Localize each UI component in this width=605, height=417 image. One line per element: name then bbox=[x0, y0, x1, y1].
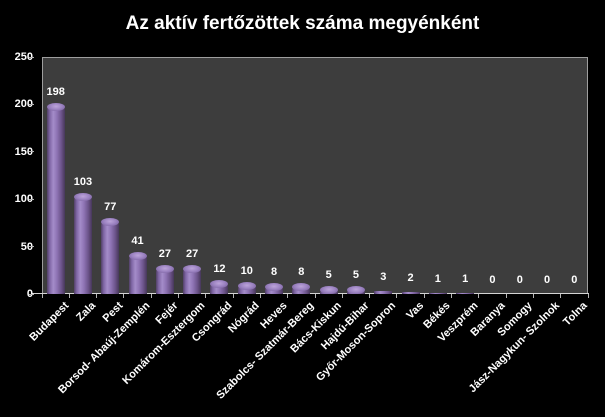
y-axis-label: 250 bbox=[14, 51, 33, 63]
bar-value-label: 10 bbox=[240, 265, 253, 277]
bar bbox=[346, 286, 365, 294]
bar bbox=[183, 265, 202, 294]
bar-value-label: 27 bbox=[158, 248, 171, 260]
bar-value-label: 3 bbox=[380, 271, 387, 283]
y-axis-label: 150 bbox=[14, 145, 33, 158]
bar bbox=[128, 252, 147, 294]
x-axis-label: Zala bbox=[74, 299, 99, 324]
x-axis-tick bbox=[423, 294, 425, 298]
y-axis-tick bbox=[29, 198, 34, 200]
bar bbox=[401, 292, 420, 294]
bar-value-label: 8 bbox=[298, 266, 305, 278]
bar-value-label: 5 bbox=[325, 269, 332, 281]
x-axis-tick bbox=[314, 294, 316, 298]
y-axis-label: 200 bbox=[14, 98, 33, 111]
x-axis-tick bbox=[505, 294, 507, 298]
bar-value-label: 77 bbox=[104, 201, 117, 213]
x-axis-tick bbox=[532, 294, 534, 298]
chart-title: Az aktív fertőzöttek száma megyénként bbox=[125, 13, 480, 34]
x-axis-tick bbox=[478, 294, 480, 298]
y-axis-tick bbox=[29, 56, 34, 58]
x-axis-tick bbox=[150, 294, 152, 298]
x-axis-label: Budapest bbox=[26, 299, 71, 344]
bar bbox=[319, 286, 338, 294]
bar bbox=[237, 282, 256, 294]
bar-value-label: 0 bbox=[516, 274, 523, 286]
bar bbox=[155, 265, 174, 294]
bar bbox=[428, 293, 447, 294]
bar bbox=[73, 193, 92, 294]
bar bbox=[292, 283, 311, 294]
bar-value-label: 1 bbox=[462, 273, 469, 285]
bar bbox=[374, 291, 393, 294]
bar-value-label: 2 bbox=[407, 272, 414, 284]
x-axis-tick bbox=[560, 294, 562, 298]
y-axis-tick bbox=[29, 293, 34, 295]
x-axis-tick bbox=[396, 294, 398, 298]
bar bbox=[101, 218, 120, 294]
y-axis-label: 50 bbox=[20, 240, 33, 253]
bar bbox=[210, 280, 229, 294]
bar-value-label: 27 bbox=[186, 248, 199, 260]
bar bbox=[46, 103, 65, 294]
x-axis-tick bbox=[341, 294, 343, 298]
bar bbox=[265, 283, 284, 294]
x-axis-tick bbox=[232, 294, 234, 298]
bar-value-label: 0 bbox=[571, 274, 578, 286]
x-axis-tick bbox=[123, 294, 125, 298]
bar-value-label: 0 bbox=[489, 274, 496, 286]
x-axis-tick bbox=[587, 294, 589, 298]
x-axis-tick bbox=[68, 294, 70, 298]
bar-value-label: 0 bbox=[543, 274, 551, 286]
bar-value-label: 5 bbox=[352, 269, 359, 281]
bar-value-label: 198 bbox=[46, 86, 65, 98]
y-axis-tick bbox=[29, 246, 34, 248]
bar-value-label: 8 bbox=[270, 266, 278, 278]
x-axis-tick bbox=[259, 294, 261, 298]
bar-value-label: 12 bbox=[213, 263, 226, 275]
bar bbox=[456, 293, 475, 294]
bar-value-label: 1 bbox=[434, 273, 441, 285]
plot-area bbox=[42, 57, 588, 294]
x-axis-tick bbox=[287, 294, 289, 298]
x-axis-label: Tolna bbox=[560, 299, 590, 329]
bar-value-label: 41 bbox=[131, 235, 144, 247]
x-axis-tick bbox=[451, 294, 452, 298]
x-axis-tick bbox=[205, 294, 207, 298]
x-axis-tick bbox=[96, 294, 98, 298]
y-axis-label: 100 bbox=[14, 193, 33, 206]
y-axis-tick bbox=[29, 103, 34, 105]
x-axis-tick bbox=[178, 294, 179, 298]
x-axis-tick bbox=[41, 294, 43, 298]
y-axis-tick bbox=[29, 151, 34, 153]
x-axis-tick bbox=[369, 294, 371, 298]
bar-value-label: 103 bbox=[73, 176, 93, 188]
